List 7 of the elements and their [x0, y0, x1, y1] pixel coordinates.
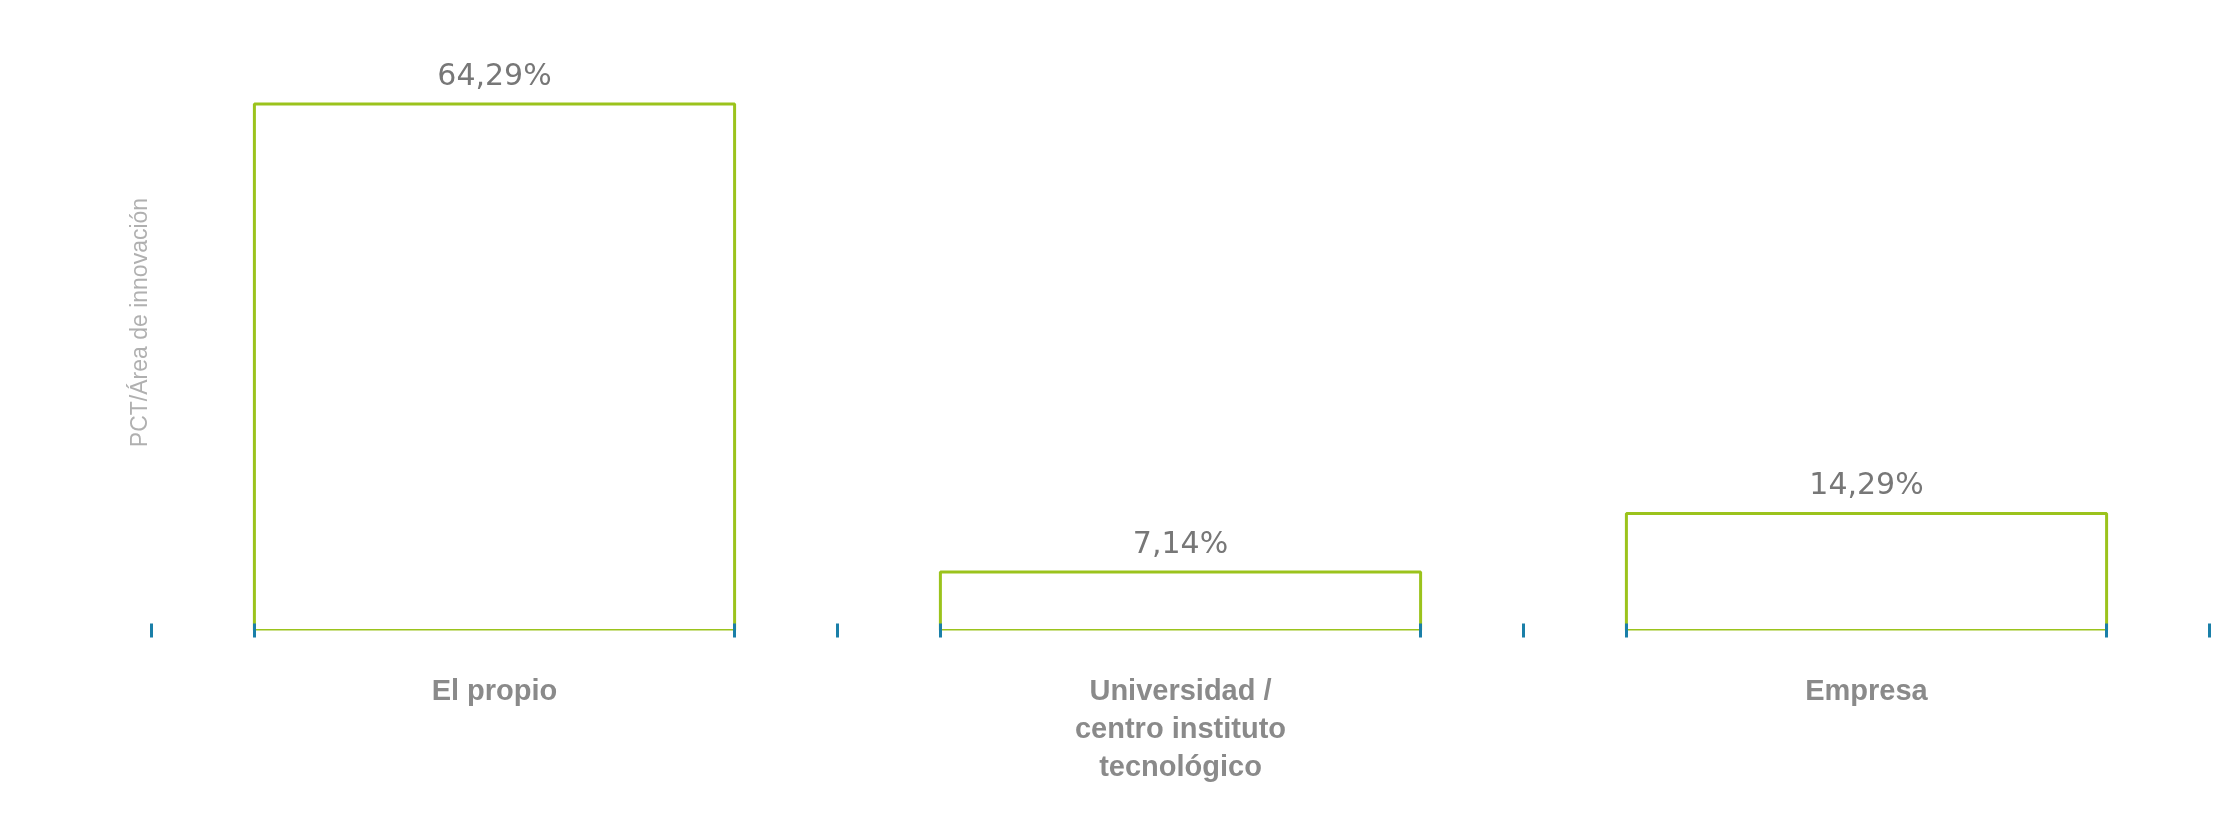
x-tick-label: El propio [431, 673, 558, 706]
data-label: 14,29% [1809, 466, 1924, 502]
x-tick-label: Empresa [1805, 673, 1929, 706]
data-label: 64,29% [437, 57, 552, 92]
data-label: 7,14% [1132, 525, 1229, 561]
y-axis-title: PCT/Área de innovación [125, 197, 152, 448]
x-tick-label: Universidad / centro instituto tecnológico [1074, 673, 1287, 783]
